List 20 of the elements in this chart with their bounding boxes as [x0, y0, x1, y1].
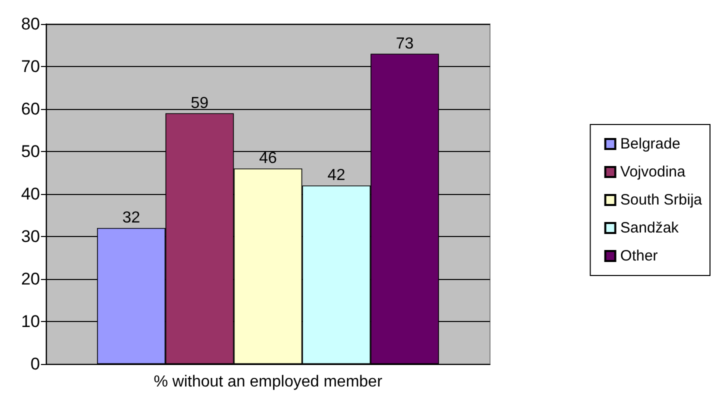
y-tick-label: 60: [21, 100, 40, 118]
y-tick-label: 30: [21, 227, 40, 246]
legend-label: Other: [620, 248, 658, 264]
y-tick-label: 80: [21, 14, 40, 34]
y-tick-label: 50: [21, 142, 40, 161]
data-label: 59: [190, 94, 209, 112]
data-label: 46: [259, 150, 277, 167]
legend-label: South Srbija: [620, 192, 703, 208]
data-label: 32: [122, 210, 140, 226]
legend-label: Vojvodina: [620, 164, 686, 180]
y-tick-label: 40: [21, 184, 40, 204]
legend-label: Sandžak: [620, 220, 680, 236]
y-tick-label: 20: [21, 270, 40, 288]
x-tick-label: % without an employed member: [154, 374, 383, 390]
y-tick-label: 70: [21, 57, 40, 76]
y-tick-label: 10: [21, 312, 40, 331]
data-label: 73: [396, 35, 414, 52]
y-tick-label: 0: [30, 354, 40, 374]
legend-label: Belgrade: [620, 136, 680, 152]
data-label: 42: [327, 167, 346, 184]
